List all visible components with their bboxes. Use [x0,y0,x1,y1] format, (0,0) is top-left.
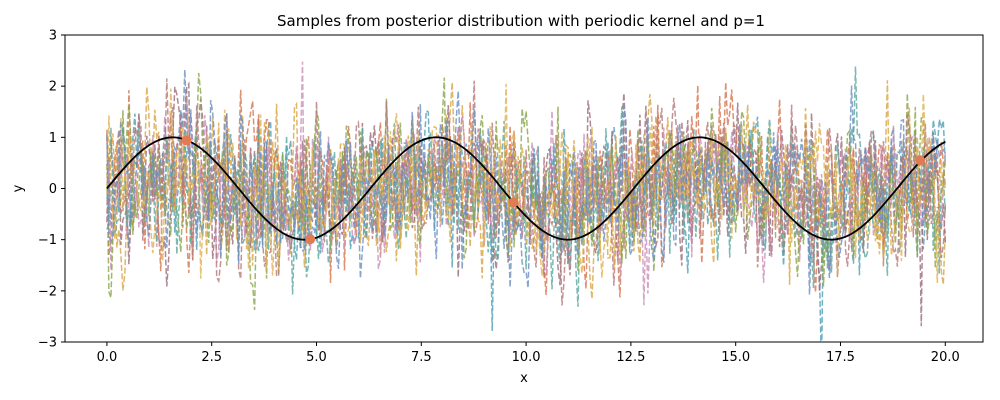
y-axis-label: y [11,184,26,192]
posterior-sample-line-10 [106,69,947,295]
true-function-line [106,136,946,241]
x-tick-label: 0.0 [97,350,118,365]
x-tick-label: 10.0 [512,350,541,365]
x-tick-label: 2.5 [201,350,222,365]
y-tick-label: 1 [49,131,57,146]
x-tick-label: 7.5 [411,350,432,365]
x-tick-label: 12.5 [616,350,645,365]
observation-point-3 [508,197,519,208]
posterior-sample-line-2 [106,80,947,299]
observation-point-4 [915,155,926,166]
chart-title: Samples from posterior distribution with… [277,12,765,30]
y-tick-label: −1 [38,233,57,248]
y-tick-label: 3 [49,29,57,44]
observation-point-2 [305,234,316,245]
posterior-sample-line-4 [106,82,947,298]
posterior-sample-line-5 [106,61,947,306]
x-tick-label: 20.0 [931,350,960,365]
y-tick-label: −3 [38,336,57,351]
y-axis: −3 −2 −1 0 1 2 3 [38,29,65,351]
y-tick-label: 0 [49,182,57,197]
x-tick-label: 17.5 [826,350,855,365]
observation-point-1 [181,135,192,146]
y-tick-label: −2 [38,284,57,299]
x-tick-label: 5.0 [306,350,327,365]
x-axis: 0.0 2.5 5.0 7.5 10.0 12.5 15.0 17.5 20.0 [97,342,960,365]
y-tick-label: 2 [49,80,57,95]
x-axis-label: x [520,371,528,386]
x-tick-label: 15.0 [721,350,750,365]
